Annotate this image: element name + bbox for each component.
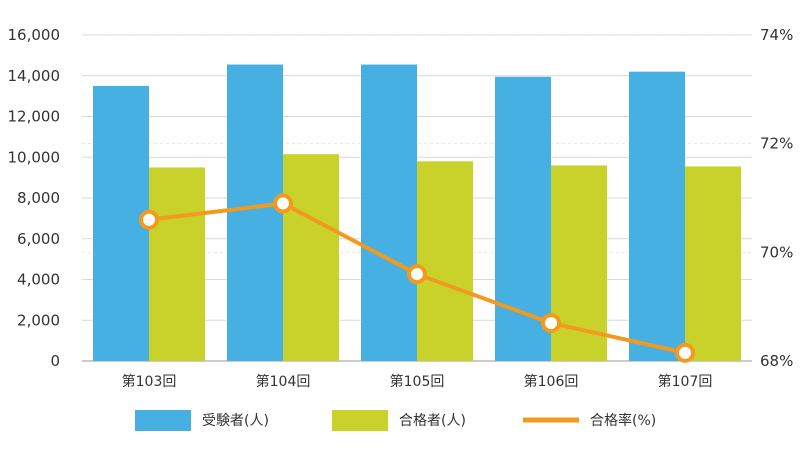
legend-swatch xyxy=(332,410,388,431)
rate-point xyxy=(407,264,427,285)
left-axis-ticks: 0 2,000 4,000 6,000 8,000 10,000 12,000 14,000 1… xyxy=(8,26,61,370)
rate-line xyxy=(139,193,695,363)
right-tick-label: 72% xyxy=(760,135,793,153)
legend-label: 合格者(人) xyxy=(399,413,466,429)
left-tick-label: 4,000 xyxy=(17,271,60,289)
bar-examinees xyxy=(361,64,417,361)
left-tick-label: 16,000 xyxy=(8,26,61,44)
rate-point xyxy=(541,312,561,333)
bar-passers xyxy=(417,161,473,361)
bar-examinees xyxy=(93,85,149,361)
right-tick-label: 68% xyxy=(760,352,793,370)
left-tick-label: 6,000 xyxy=(17,230,60,248)
bar-examinees xyxy=(629,71,685,362)
legend-label: 合格率(%) xyxy=(590,412,656,429)
category-label: 第106回 xyxy=(524,373,579,390)
rate-point xyxy=(139,209,159,230)
rate-point xyxy=(675,342,695,363)
legend-label: 受験者(人) xyxy=(202,413,269,429)
right-tick-label: 74% xyxy=(760,26,793,44)
bar-passers xyxy=(685,166,741,361)
bar-passers xyxy=(283,154,339,361)
right-tick-label: 70% xyxy=(760,243,793,261)
category-labels: 第103回 第104回 第105回 第106回 第107回 xyxy=(122,373,713,390)
category-label: 第103回 xyxy=(122,373,177,390)
rate-point xyxy=(273,193,293,214)
bars xyxy=(93,64,741,362)
bar-passers xyxy=(149,167,205,361)
category-label: 第105回 xyxy=(390,373,445,390)
left-tick-label: 8,000 xyxy=(17,189,60,207)
category-label: 第104回 xyxy=(256,373,311,390)
left-tick-label: 12,000 xyxy=(8,108,61,126)
left-tick-label: 0 xyxy=(50,352,60,370)
legend-swatch xyxy=(135,410,191,431)
left-tick-label: 2,000 xyxy=(17,311,60,329)
legend: 受験者(人) 合格者(人) 合格率(%) xyxy=(135,410,656,431)
left-tick-label: 14,000 xyxy=(8,67,61,85)
bar-examinees xyxy=(227,64,283,361)
right-axis-ticks: 68% 70% 72% 74% xyxy=(760,26,793,370)
left-tick-label: 10,000 xyxy=(8,148,61,166)
category-label: 第107回 xyxy=(658,373,713,390)
